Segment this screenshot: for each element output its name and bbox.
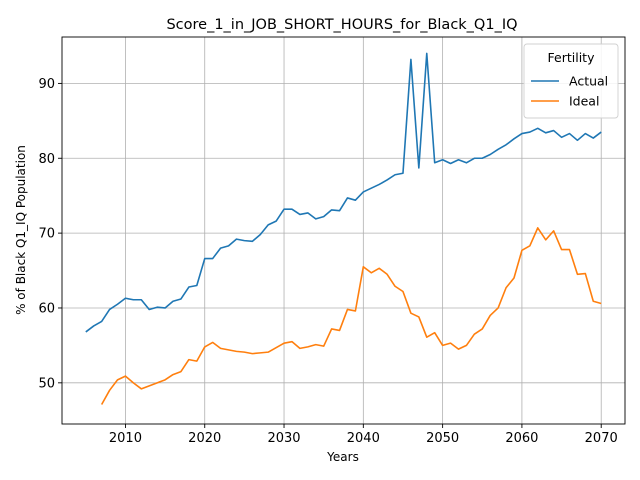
- x-tick-label: 2020: [188, 431, 221, 446]
- y-axis-label: % of Black Q1_IQ Population: [14, 145, 28, 315]
- y-tick-label: 70: [38, 227, 55, 242]
- x-tick-label: 2050: [426, 431, 459, 446]
- series-line-ideal: [100, 227, 602, 405]
- y-tick-label: 90: [38, 77, 55, 92]
- legend: Fertility Actual Ideal: [523, 43, 619, 119]
- x-tick-label: 2040: [347, 431, 380, 446]
- x-axis-label: Years: [326, 450, 359, 464]
- x-tick-label: 2060: [505, 431, 538, 446]
- series-lines: [85, 52, 602, 405]
- y-tick-label: 50: [38, 376, 55, 391]
- legend-box: [523, 43, 619, 119]
- x-tick-label: 2030: [267, 431, 300, 446]
- chart-title: Score_1_in_JOB_SHORT_HOURS_for_Black_Q1_…: [166, 17, 517, 33]
- grid: [62, 37, 625, 424]
- legend-title: Fertility: [548, 50, 596, 65]
- y-tick-label: 80: [38, 152, 55, 167]
- axis-ticks: 2010 2020 2030 2040 2050 2060 2070 50 60 70 80 90: [38, 77, 617, 446]
- legend-label-ideal: Ideal: [569, 94, 599, 109]
- series-line-actual: [85, 52, 602, 333]
- legend-label-actual: Actual: [569, 74, 608, 89]
- plot-frame: [61, 36, 626, 425]
- y-tick-label: 60: [38, 301, 55, 316]
- x-tick-label: 2010: [109, 431, 142, 446]
- legend-entries: Actual Ideal: [531, 74, 608, 109]
- x-tick-label: 2070: [585, 431, 618, 446]
